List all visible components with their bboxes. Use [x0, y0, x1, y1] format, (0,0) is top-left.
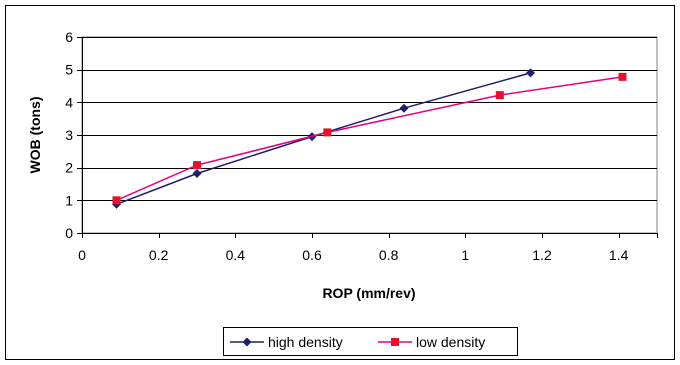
data-point-marker — [193, 161, 201, 170]
x-tick-label: 0.8 — [379, 247, 399, 263]
x-tick-label: 1 — [461, 247, 469, 263]
data-point-marker — [399, 103, 409, 113]
y-axis-title: WOB (tons) — [27, 97, 43, 174]
data-point-marker — [495, 91, 504, 100]
data-point-marker — [242, 337, 252, 347]
legend-item: high density — [230, 334, 343, 350]
legend-item: low density — [378, 334, 485, 350]
legend-label: high density — [268, 334, 343, 350]
data-point-marker — [323, 128, 332, 137]
y-tick-label: 4 — [65, 94, 73, 110]
y-tick-label: 3 — [65, 127, 73, 143]
x-tick-label: 0.6 — [302, 247, 322, 263]
x-tick-label: 0.2 — [149, 247, 169, 263]
x-tick-label: 0.4 — [226, 247, 246, 263]
data-point-marker — [391, 338, 399, 346]
axes: 0 1 2 3 4 5 6 0 0.2 0.4 0.6 0.8 1 1.2 1.4 — [65, 29, 658, 263]
data-point-marker — [192, 169, 202, 179]
data-point-marker — [618, 72, 627, 81]
series-group — [112, 68, 627, 209]
legend-items: high density low density — [230, 334, 485, 350]
legend-label: low density — [416, 334, 485, 350]
y-tick-label: 2 — [65, 160, 73, 176]
series-low-density — [112, 72, 627, 205]
x-tick-label: 0 — [78, 247, 86, 263]
data-point-marker — [526, 68, 535, 78]
x-tick-label: 1.4 — [609, 247, 629, 263]
y-tick-label: 6 — [65, 29, 73, 45]
y-tick-label: 1 — [65, 192, 73, 208]
legend: high density low density — [223, 327, 518, 356]
data-point-marker — [112, 196, 121, 205]
legend-box — [223, 327, 518, 356]
y-tick-label: 0 — [65, 225, 73, 241]
y-tick-label: 5 — [65, 62, 73, 78]
x-tick-label: 1.2 — [532, 247, 552, 263]
x-axis-title: ROP (mm/rev) — [322, 285, 415, 301]
grid-lines — [82, 37, 657, 201]
